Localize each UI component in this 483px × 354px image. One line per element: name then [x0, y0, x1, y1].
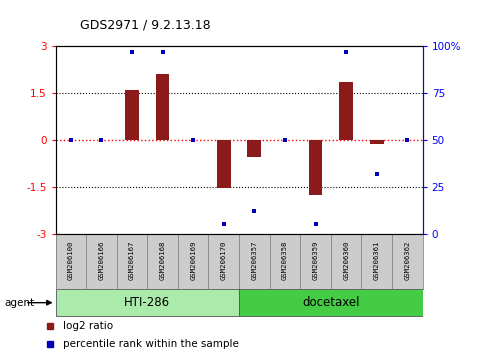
Bar [86, 234, 117, 289]
Bar [217, 140, 231, 188]
Bar [117, 234, 147, 289]
Bar [309, 140, 323, 195]
Bar [270, 234, 300, 289]
Text: GSM206100: GSM206100 [68, 240, 74, 280]
Text: GDS2971 / 9.2.13.18: GDS2971 / 9.2.13.18 [80, 19, 210, 32]
Bar [247, 140, 261, 157]
Text: GSM206170: GSM206170 [221, 240, 227, 280]
Bar [239, 234, 270, 289]
Text: log2 ratio: log2 ratio [63, 321, 113, 331]
Bar [147, 234, 178, 289]
Bar [361, 234, 392, 289]
Bar [56, 289, 239, 316]
Text: GSM206360: GSM206360 [343, 240, 349, 280]
Bar [331, 234, 361, 289]
Bar [392, 234, 423, 289]
Text: GSM206357: GSM206357 [251, 240, 257, 280]
Text: GSM206362: GSM206362 [404, 240, 411, 280]
Text: GSM206361: GSM206361 [374, 240, 380, 280]
Text: GSM206358: GSM206358 [282, 240, 288, 280]
Bar [56, 234, 86, 289]
Bar [209, 234, 239, 289]
Text: GSM206167: GSM206167 [129, 240, 135, 280]
Bar [156, 74, 170, 140]
Bar [178, 234, 209, 289]
Text: GSM206169: GSM206169 [190, 240, 196, 280]
Text: agent: agent [5, 298, 35, 308]
Bar [339, 82, 353, 140]
Text: percentile rank within the sample: percentile rank within the sample [63, 339, 239, 349]
Text: GSM206168: GSM206168 [159, 240, 166, 280]
Text: HTI-286: HTI-286 [124, 296, 170, 309]
Bar [125, 90, 139, 140]
Text: GSM206166: GSM206166 [99, 240, 104, 280]
Text: GSM206359: GSM206359 [313, 240, 319, 280]
Bar [370, 140, 384, 144]
Bar [239, 289, 423, 316]
Text: docetaxel: docetaxel [302, 296, 360, 309]
Bar [300, 234, 331, 289]
